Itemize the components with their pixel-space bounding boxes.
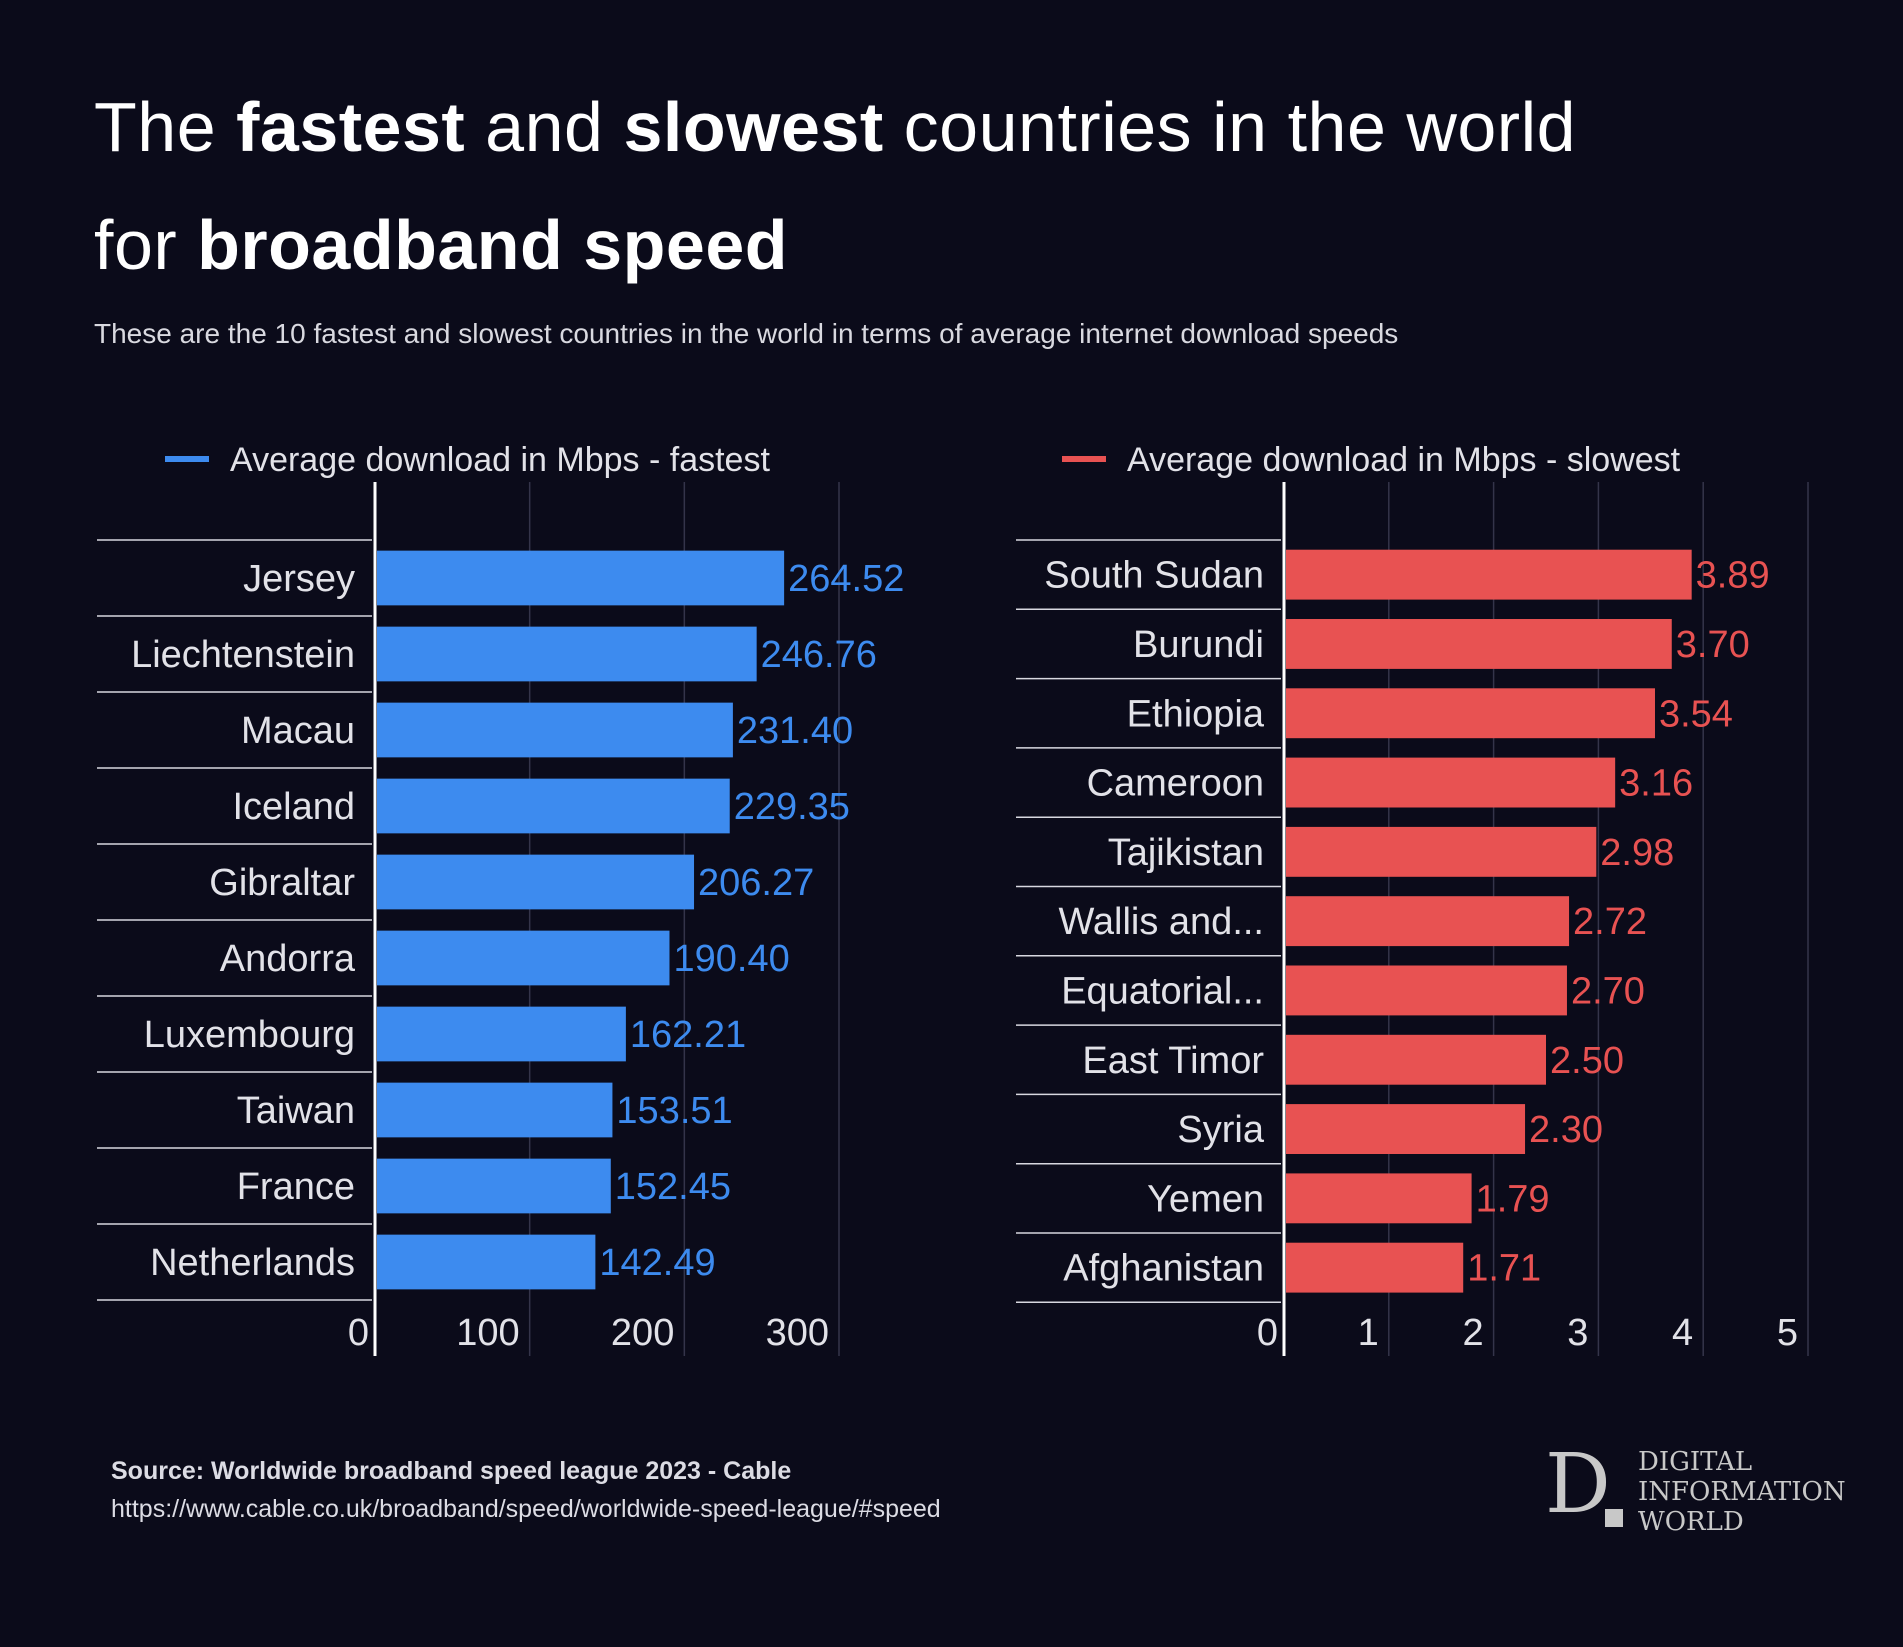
tick-label: 5 (1777, 1312, 1798, 1354)
data-label: 1.79 (1476, 1178, 1550, 1220)
category-label: Luxembourg (144, 1014, 355, 1056)
title-bold-slowest: slowest (623, 88, 884, 166)
category-label: Macau (241, 710, 355, 752)
legend-label: Average download in Mbps - fastest (230, 441, 770, 479)
source-label: Source: Worldwide broadband speed league… (111, 1457, 792, 1485)
bar (377, 778, 730, 834)
bar (1286, 757, 1616, 808)
category-label: Afghanistan (1063, 1248, 1264, 1290)
tick-label: 100 (456, 1312, 519, 1354)
data-label: 3.54 (1659, 693, 1733, 735)
logo-square-icon (1605, 1509, 1623, 1527)
data-label: 2.30 (1529, 1109, 1603, 1151)
category-label: Ethiopia (1127, 693, 1265, 735)
title-bold-fastest: fastest (236, 88, 466, 166)
bar (1286, 965, 1567, 1016)
data-label: 1.71 (1467, 1248, 1541, 1290)
category-label: Tajikistan (1108, 832, 1264, 874)
bar (377, 1158, 611, 1214)
logo-line: INFORMATION (1638, 1477, 1846, 1507)
category-label: France (237, 1166, 355, 1208)
data-label: 162.21 (630, 1014, 746, 1056)
category-label: South Sudan (1044, 555, 1264, 597)
data-label: 3.70 (1676, 624, 1750, 666)
bar (1286, 826, 1597, 877)
data-label: 231.40 (737, 710, 853, 752)
legend-swatch (1062, 456, 1106, 462)
title-part-1: The (94, 88, 237, 166)
legend-label: Average download in Mbps - slowest (1127, 441, 1681, 479)
bar (1286, 1104, 1526, 1154)
bar (377, 1006, 626, 1062)
bar (377, 854, 695, 910)
logo-letter: D (1545, 1437, 1611, 1532)
data-label: 3.16 (1619, 763, 1693, 805)
category-label: Equatorial... (1061, 970, 1264, 1012)
bar (377, 1234, 596, 1290)
tick-label: 0 (1257, 1312, 1278, 1354)
category-label: Taiwan (237, 1090, 355, 1132)
title-part-3: countries in the world (883, 88, 1577, 166)
tick-label: 200 (611, 1312, 674, 1354)
tick-label: 0 (348, 1312, 369, 1354)
logo-line: DIGITAL (1638, 1447, 1753, 1477)
data-label: 2.98 (1600, 832, 1674, 874)
category-label: Andorra (220, 938, 356, 980)
logo-text: DIGITAL INFORMATION WORLD (1638, 1447, 1846, 1537)
category-label: Netherlands (150, 1242, 355, 1284)
category-label: East Timor (1082, 1040, 1264, 1082)
bar (1286, 619, 1672, 669)
category-label: Jersey (243, 558, 355, 600)
category-label: Wallis and... (1058, 901, 1264, 943)
logo: D DIGITAL INFORMATION WORLD (1545, 1437, 1846, 1537)
data-label: 206.27 (698, 862, 814, 904)
tick-label: 300 (766, 1312, 829, 1354)
category-label: Iceland (232, 786, 355, 828)
data-label: 152.45 (615, 1166, 731, 1208)
tick-label: 1 (1358, 1312, 1379, 1354)
legend-swatch (165, 456, 209, 462)
bar (1286, 1242, 1464, 1293)
page-subtitle: These are the 10 fastest and slowest cou… (94, 318, 1399, 349)
bar (377, 626, 757, 682)
bar (1286, 896, 1570, 947)
category-label: Yemen (1147, 1178, 1264, 1220)
data-label: 2.72 (1573, 901, 1647, 943)
title-part-2: and (465, 88, 624, 166)
data-label: 264.52 (788, 558, 904, 600)
data-label: 142.49 (599, 1242, 715, 1284)
data-label: 3.89 (1696, 555, 1770, 597)
title-part-4: for (94, 206, 198, 284)
category-label: Gibraltar (209, 862, 355, 904)
category-label: Syria (1177, 1109, 1264, 1151)
bar (377, 702, 733, 758)
category-label: Cameroon (1087, 763, 1264, 805)
data-label: 190.40 (673, 938, 789, 980)
tick-label: 2 (1462, 1312, 1483, 1354)
bar (1286, 688, 1655, 739)
category-label: Liechtenstein (131, 634, 355, 676)
title-bold-broadband: broadband speed (197, 206, 789, 284)
bar (377, 550, 785, 606)
page-title: The fastest and slowest countries in the… (94, 68, 1576, 304)
source-url[interactable]: https://www.cable.co.uk/broadband/speed/… (111, 1495, 941, 1523)
bar (377, 930, 670, 986)
bar (1286, 1034, 1546, 1085)
data-label: 2.50 (1550, 1040, 1624, 1082)
bar (1286, 549, 1692, 600)
tick-label: 4 (1672, 1312, 1693, 1354)
bar (1286, 1173, 1472, 1224)
data-label: 2.70 (1571, 970, 1645, 1012)
category-label: Burundi (1133, 624, 1264, 666)
data-label: 246.76 (761, 634, 877, 676)
logo-line: WORLD (1638, 1507, 1744, 1537)
tick-label: 3 (1567, 1312, 1588, 1354)
bar (377, 1082, 613, 1138)
data-label: 153.51 (616, 1090, 732, 1132)
data-label: 229.35 (734, 786, 850, 828)
